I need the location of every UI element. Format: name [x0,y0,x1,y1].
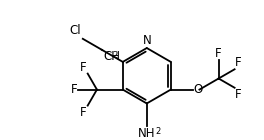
Text: F: F [80,61,87,74]
Text: F: F [235,56,241,69]
Text: N: N [142,34,151,47]
Text: 2: 2 [155,127,160,136]
Text: F: F [71,83,78,96]
Text: F: F [215,47,222,60]
Text: Cl: Cl [69,24,81,37]
Text: NH: NH [138,127,155,140]
Text: O: O [194,83,203,96]
Text: F: F [235,88,241,101]
Text: F: F [80,106,87,119]
Text: CH: CH [103,50,120,63]
Text: 2: 2 [112,51,117,60]
